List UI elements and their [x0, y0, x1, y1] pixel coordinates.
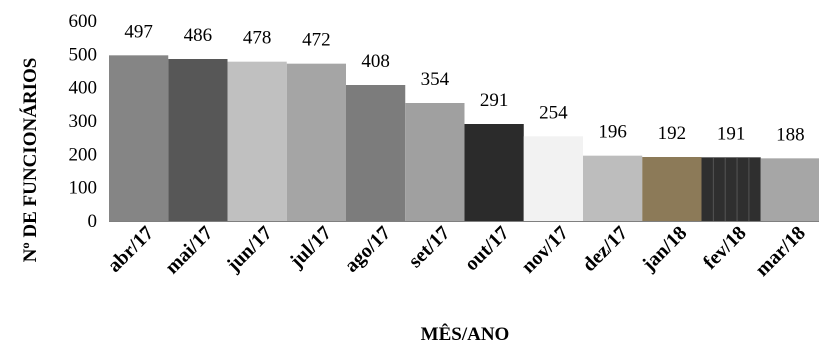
- y-tick-label: 500: [69, 44, 98, 65]
- data-label: 354: [421, 69, 450, 90]
- bar-mai-17: [168, 59, 228, 221]
- bar-abr-17: [109, 55, 169, 221]
- bar-ago-17: [346, 85, 406, 221]
- x-tick-label: mar/18: [751, 222, 810, 281]
- y-tick-label: 0: [88, 211, 98, 232]
- data-label: 191: [717, 123, 746, 144]
- bar-out-17: [464, 124, 524, 221]
- x-tick-label: mai/17: [161, 222, 217, 278]
- data-label: 408: [361, 51, 390, 72]
- bar-jan-18: [642, 157, 702, 221]
- data-label: 291: [480, 90, 509, 111]
- bar-dez-17: [583, 155, 643, 221]
- bar-mar-18: [760, 158, 819, 221]
- y-tick-label: 400: [69, 78, 98, 99]
- data-label: 254: [539, 102, 568, 123]
- x-tick-label: set/17: [404, 222, 454, 272]
- data-label: 188: [776, 124, 805, 145]
- y-axis-title: Nº DE FUNCIONÁRIOS: [19, 58, 41, 263]
- data-label: 192: [658, 123, 687, 144]
- x-tick-label: nov/17: [517, 222, 573, 278]
- data-label: 478: [243, 28, 272, 49]
- data-labels: 497 486 478 472 408 354 291 254 196 192 191 188: [124, 21, 804, 145]
- bar-fev-18: [701, 157, 761, 221]
- x-tick-label: dez/17: [578, 222, 632, 276]
- y-tick-label: 100: [69, 178, 98, 199]
- bars: [109, 55, 819, 221]
- y-axis-ticks: 0 100 200 300 400 500 600: [69, 11, 98, 232]
- x-tick-label: abr/17: [103, 222, 158, 277]
- x-tick-label: fev/18: [699, 222, 751, 274]
- x-tick-label: ago/17: [340, 222, 395, 277]
- y-tick-label: 600: [69, 11, 98, 32]
- data-label: 497: [124, 21, 153, 42]
- data-label: 486: [184, 25, 213, 46]
- x-axis-title: MÊS/ANO: [421, 323, 510, 345]
- bar-nov-17: [523, 136, 583, 221]
- x-tick-label: jan/18: [637, 222, 691, 276]
- x-tick-label: jul/17: [285, 222, 336, 273]
- y-tick-label: 300: [69, 111, 98, 132]
- x-axis-categories: abr/17 mai/17 jun/17 jul/17 ago/17 set/17 out/…: [103, 222, 810, 281]
- x-tick-label: jun/17: [222, 222, 277, 277]
- bar-jul-17: [286, 63, 346, 221]
- data-label: 196: [598, 122, 627, 143]
- x-tick-label: out/17: [460, 222, 513, 275]
- bar-jun-17: [227, 61, 287, 221]
- bar-set-17: [405, 103, 465, 221]
- data-label: 472: [302, 30, 331, 51]
- y-tick-label: 200: [69, 144, 98, 165]
